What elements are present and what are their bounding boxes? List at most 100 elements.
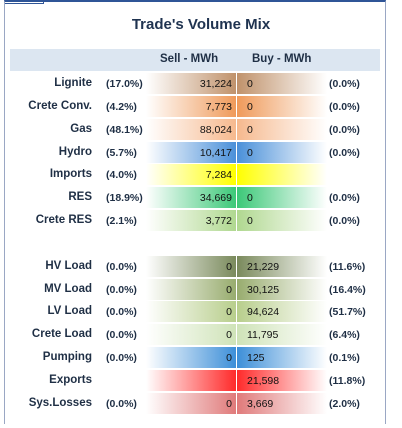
sell-percent: (17.0%) (106, 78, 143, 90)
buy-value: 30,125 (247, 284, 280, 296)
sell-value: 7,773 (205, 101, 232, 113)
sell-value: 0 (226, 261, 232, 273)
sell-value: 0 (226, 284, 232, 296)
buy-value: 94,624 (247, 306, 280, 318)
buy-column-header: Buy - MWh (252, 53, 312, 65)
table-row: Crete Conv. (4.2%) 7,773 0 (0.0%) (0, 96, 402, 118)
sell-column-header: Sell - MWh (160, 53, 219, 65)
sell-value: 7,284 (205, 169, 232, 181)
sell-percent: (0.0%) (106, 329, 137, 341)
buy-percent: (51.7%) (329, 306, 366, 318)
buy-percent: (0.0%) (329, 215, 360, 227)
chart-title: Trade's Volume Mix (131, 16, 271, 33)
buy-cell (237, 164, 327, 185)
row-label: Crete RES (35, 214, 92, 226)
sell-percent: (0.0%) (106, 261, 137, 273)
row-label: RES (68, 191, 92, 203)
column-header-band (10, 49, 380, 71)
sell-cell: 0 (146, 347, 236, 368)
row-label: Crete Load (31, 328, 92, 340)
sell-cell (146, 370, 236, 391)
table-row: Gas (48.1%) 88,024 0 (0.0%) (0, 119, 402, 141)
sell-cell: 7,773 (146, 96, 236, 117)
buy-percent: (0.0%) (329, 78, 360, 90)
buy-value: 0 (247, 192, 253, 204)
buy-cell: 3,669 (237, 393, 327, 414)
buy-percent: (2.0%) (329, 398, 360, 410)
buy-percent: (0.1%) (329, 352, 360, 364)
sell-cell: 0 (146, 393, 236, 414)
sell-cell: 0 (146, 256, 236, 277)
buy-cell: 0 (237, 142, 327, 163)
sell-cell: 31,224 (146, 73, 236, 94)
table-row: Pumping (0.0%) 0 125 (0.1%) (0, 347, 402, 369)
sell-percent: (2.1%) (106, 215, 137, 227)
row-label: Gas (70, 123, 92, 135)
table-row: Crete Load (0.0%) 0 11,795 (6.4%) (0, 324, 402, 346)
buy-value: 3,669 (247, 398, 274, 410)
buy-percent: (11.8%) (329, 375, 366, 387)
buy-percent: (6.4%) (329, 329, 360, 341)
sell-value: 3,772 (205, 215, 232, 227)
sell-cell: 3,772 (146, 210, 236, 231)
sell-cell: 0 (146, 301, 236, 322)
buy-cell: 0 (237, 187, 327, 208)
table-row: HV Load (0.0%) 0 21,229 (11.6%) (0, 256, 402, 278)
buy-cell: 30,125 (237, 279, 327, 300)
sell-value: 0 (226, 398, 232, 410)
sell-value: 0 (226, 329, 232, 341)
sell-value: 0 (226, 352, 232, 364)
sell-percent: (4.2%) (106, 101, 137, 113)
row-label: Imports (49, 168, 92, 180)
sell-cell: 0 (146, 324, 236, 345)
table-row: Imports (4.0%) 7,284 (0, 164, 402, 186)
table-row: RES (18.9%) 34,669 0 (0.0%) (0, 187, 402, 209)
buy-value: 0 (247, 215, 253, 227)
panel-frame (4, 0, 386, 424)
buy-cell: 0 (237, 96, 327, 117)
buy-value: 0 (247, 124, 253, 136)
sell-percent: (5.7%) (106, 147, 137, 159)
buy-cell: 21,598 (237, 370, 327, 391)
sell-value: 88,024 (199, 124, 232, 136)
buy-value: 0 (247, 78, 253, 90)
buy-cell: 0 (237, 210, 327, 231)
sell-percent: (18.9%) (106, 192, 143, 204)
sell-percent: (0.0%) (106, 284, 137, 296)
row-label: Crete Conv. (28, 100, 92, 112)
buy-cell: 11,795 (237, 324, 327, 345)
buy-value: 125 (247, 352, 265, 364)
row-label: Sys.Losses (28, 397, 92, 409)
sell-cell: 7,284 (146, 164, 236, 185)
row-label: Pumping (42, 351, 92, 363)
row-label: Exports (49, 374, 92, 386)
table-row: Lignite (17.0%) 31,224 0 (0.0%) (0, 73, 402, 95)
sell-value: 34,669 (199, 192, 232, 204)
sell-value: 10,417 (199, 147, 232, 159)
buy-cell: 21,229 (237, 256, 327, 277)
sell-cell: 34,669 (146, 187, 236, 208)
sell-value: 31,224 (199, 78, 232, 90)
sell-cell: 0 (146, 279, 236, 300)
row-label: LV Load (47, 305, 92, 317)
sell-percent: (48.1%) (106, 124, 143, 136)
buy-value: 21,598 (247, 375, 280, 387)
table-row: Sys.Losses (0.0%) 0 3,669 (2.0%) (0, 393, 402, 415)
buy-percent: (0.0%) (329, 192, 360, 204)
buy-percent: (11.6%) (329, 261, 366, 273)
row-label: Hydro (58, 146, 92, 158)
buy-percent: (0.0%) (329, 101, 360, 113)
buy-value: 11,795 (247, 329, 279, 341)
table-row: MV Load (0.0%) 0 30,125 (16.4%) (0, 279, 402, 301)
table-row: Crete RES (2.1%) 3,772 0 (0.0%) (0, 210, 402, 232)
table-row: Hydro (5.7%) 10,417 0 (0.0%) (0, 142, 402, 164)
buy-percent: (0.0%) (329, 147, 360, 159)
sell-cell: 88,024 (146, 119, 236, 140)
row-label: MV Load (44, 283, 92, 295)
buy-value: 21,229 (247, 261, 280, 273)
buy-percent: (16.4%) (329, 284, 366, 296)
buy-cell: 94,624 (237, 301, 327, 322)
buy-percent: (0.0%) (329, 124, 360, 136)
table-row: LV Load (0.0%) 0 94,624 (51.7%) (0, 301, 402, 323)
buy-cell: 0 (237, 73, 327, 94)
